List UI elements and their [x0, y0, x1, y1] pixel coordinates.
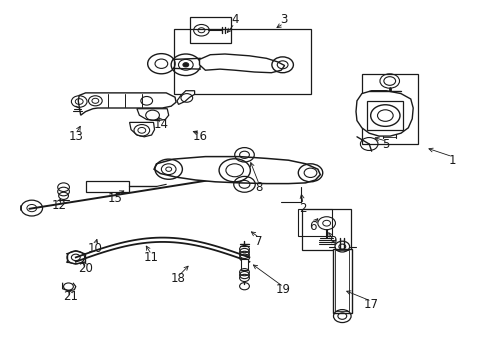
- Text: 14: 14: [154, 118, 168, 131]
- Text: 10: 10: [88, 242, 102, 255]
- Text: 5: 5: [382, 138, 389, 150]
- Text: 17: 17: [364, 298, 378, 311]
- Bar: [85, 181, 128, 192]
- Polygon shape: [137, 109, 168, 121]
- Polygon shape: [78, 93, 176, 115]
- Text: 2: 2: [299, 202, 306, 215]
- Text: 9: 9: [328, 235, 336, 248]
- Text: 6: 6: [308, 220, 316, 233]
- Bar: [298, 209, 331, 236]
- Text: 15: 15: [107, 192, 122, 204]
- Polygon shape: [199, 54, 284, 73]
- Bar: [366, 101, 403, 130]
- Text: 19: 19: [276, 283, 290, 296]
- Text: 7: 7: [255, 235, 263, 248]
- Bar: [332, 249, 351, 313]
- Text: 13: 13: [68, 130, 83, 143]
- Text: 20: 20: [78, 262, 93, 275]
- Text: 16: 16: [193, 130, 207, 143]
- Circle shape: [383, 77, 395, 85]
- Bar: [173, 29, 310, 94]
- Text: 3: 3: [279, 13, 287, 26]
- Text: 18: 18: [171, 273, 185, 285]
- Text: 21: 21: [63, 291, 78, 303]
- Text: 8: 8: [255, 181, 263, 194]
- Polygon shape: [154, 157, 320, 184]
- Bar: [361, 74, 417, 144]
- Text: 1: 1: [447, 154, 455, 167]
- Bar: [335, 250, 348, 311]
- Polygon shape: [177, 91, 194, 104]
- Circle shape: [183, 63, 188, 67]
- Polygon shape: [129, 122, 154, 137]
- Text: 12: 12: [51, 199, 66, 212]
- Polygon shape: [355, 91, 412, 136]
- Bar: [189, 17, 231, 43]
- Text: 4: 4: [230, 13, 238, 26]
- Bar: [241, 259, 247, 270]
- Bar: [302, 209, 350, 250]
- Text: 11: 11: [144, 251, 159, 264]
